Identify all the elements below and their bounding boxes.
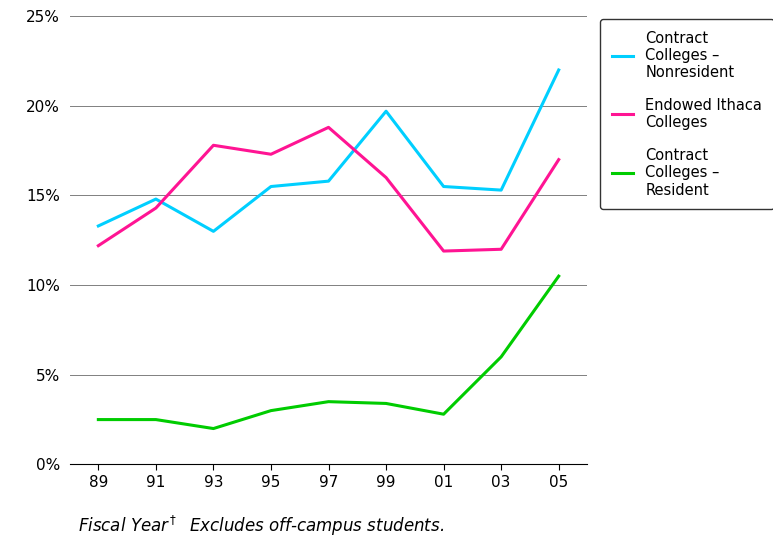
Line: Contract
Colleges –
Nonresident: Contract Colleges – Nonresident [98, 70, 559, 231]
Contract
Colleges –
Resident [152, 416, 161, 423]
Endowed Ithaca
Colleges [439, 248, 448, 254]
Legend: Contract
Colleges –
Nonresident, Endowed Ithaca
Colleges, Contract
Colleges –
Re: Contract Colleges – Nonresident, Endowed… [600, 19, 773, 210]
Endowed Ithaca
Colleges [554, 157, 564, 163]
Endowed Ithaca
Colleges [496, 246, 506, 253]
Endowed Ithaca
Colleges [324, 124, 333, 131]
Endowed Ithaca
Colleges [267, 151, 276, 158]
Endowed Ithaca
Colleges [152, 205, 161, 211]
Contract
Colleges –
Nonresident [324, 178, 333, 184]
Contract
Colleges –
Nonresident [554, 67, 564, 73]
Contract
Colleges –
Resident [439, 411, 448, 417]
Contract
Colleges –
Nonresident [152, 196, 161, 202]
Contract
Colleges –
Resident [209, 426, 218, 432]
Contract
Colleges –
Nonresident [496, 187, 506, 193]
Contract
Colleges –
Resident [496, 354, 506, 360]
Endowed Ithaca
Colleges [381, 174, 390, 181]
Contract
Colleges –
Resident [94, 416, 103, 423]
Line: Contract
Colleges –
Resident: Contract Colleges – Resident [98, 276, 559, 429]
Line: Endowed Ithaca
Colleges: Endowed Ithaca Colleges [98, 127, 559, 251]
Endowed Ithaca
Colleges [94, 242, 103, 249]
Contract
Colleges –
Resident [381, 400, 390, 407]
Contract
Colleges –
Nonresident [267, 183, 276, 190]
Contract
Colleges –
Nonresident [209, 228, 218, 234]
Contract
Colleges –
Resident [324, 399, 333, 405]
Contract
Colleges –
Nonresident [94, 222, 103, 229]
Contract
Colleges –
Nonresident [381, 108, 390, 114]
Contract
Colleges –
Resident [267, 407, 276, 414]
Endowed Ithaca
Colleges [209, 142, 218, 149]
Contract
Colleges –
Nonresident [439, 183, 448, 190]
X-axis label: Fiscal Year$^\dagger$  Excludes off-campus students.: Fiscal Year$^\dagger$ Excludes off-campu… [78, 514, 444, 538]
Contract
Colleges –
Resident [554, 273, 564, 279]
